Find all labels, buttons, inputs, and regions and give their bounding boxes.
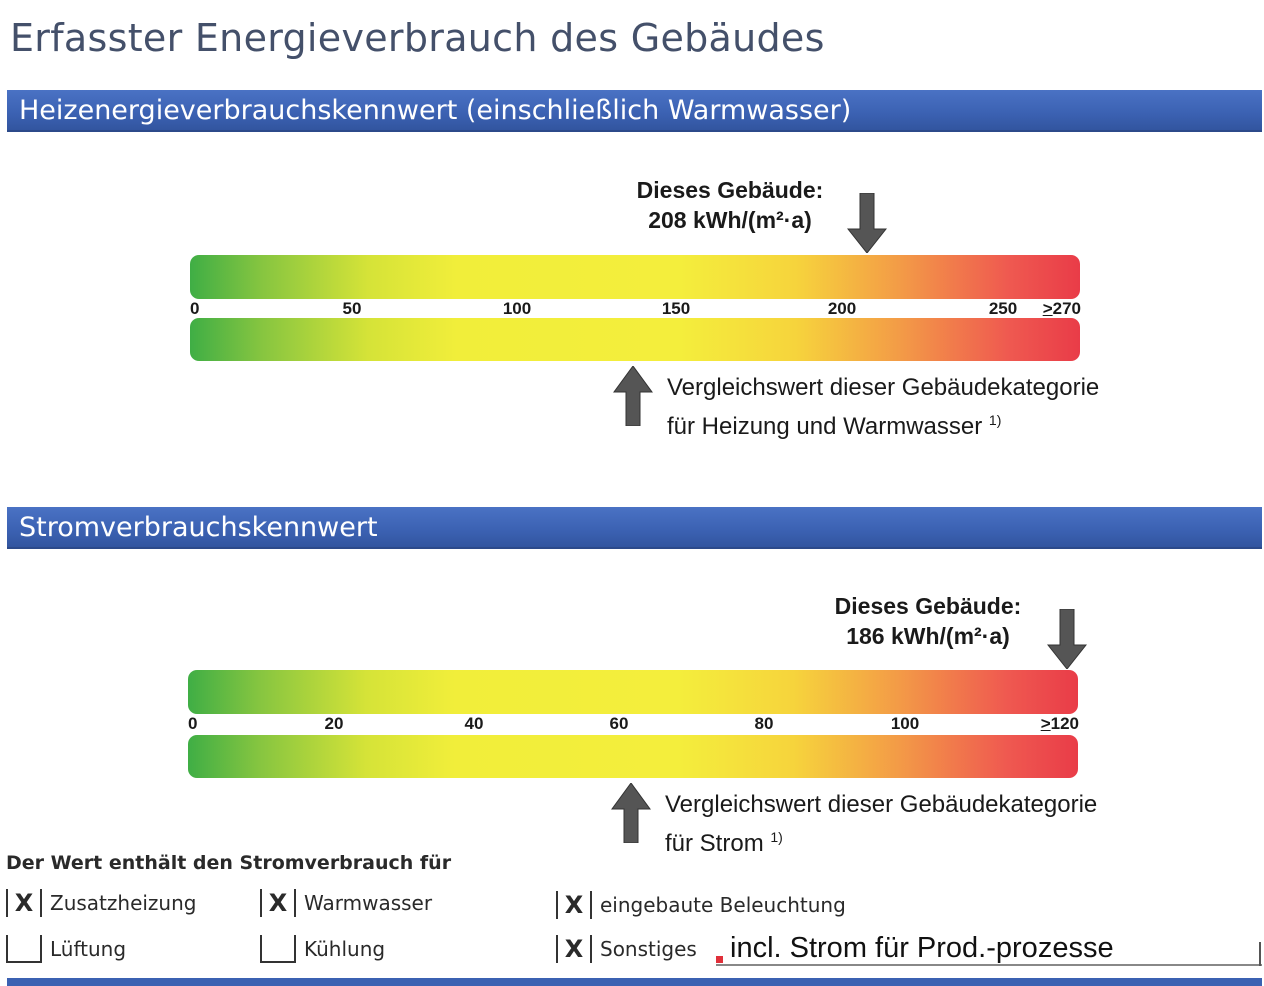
heating-footnote: 1) — [988, 412, 1002, 428]
electricity-compare-arrow-icon — [611, 783, 651, 843]
checkbox-sonstiges[interactable]: X Sonstiges — [556, 934, 697, 964]
checkbox-label: Lüftung — [50, 937, 127, 961]
includes-title: Der Wert enthält den Stromverbrauch für — [6, 852, 452, 874]
heating-scale-bar-top — [190, 255, 1080, 299]
other-text-end-mark — [1259, 942, 1261, 966]
electricity-tick-40: 40 — [464, 714, 484, 733]
next-section-header-strip — [7, 978, 1262, 986]
checkbox-lueftung[interactable]: Lüftung — [6, 934, 126, 964]
electricity-footnote: 1) — [770, 829, 783, 845]
electricity-scale-bar-bottom — [188, 735, 1078, 778]
checkbox-box[interactable]: X — [6, 889, 42, 917]
heating-compare-line2: für Heizung und Warmwasser — [667, 413, 983, 440]
checkbox-box[interactable]: X — [556, 935, 592, 963]
electricity-compare-line1: Vergleichswert dieser Gebäudekategorie — [665, 791, 1098, 818]
electricity-tick-100: 100 — [890, 714, 920, 733]
other-text-field[interactable]: incl. Strom für Prod.-prozesse — [730, 932, 1114, 964]
electricity-building-callout: Dieses Gebäude: 186 kWh/(m²·a) — [818, 591, 1038, 651]
heating-compare-line2-wrap: für Heizung und Warmwasser 1) — [667, 404, 1099, 443]
electricity-tick-0: 0 — [188, 714, 198, 733]
checkbox-zusatzheizung[interactable]: X Zusatzheizung — [6, 888, 196, 918]
electricity-building-label: Dieses Gebäude: — [834, 593, 1022, 619]
checkbox-box[interactable] — [260, 935, 296, 963]
page-title: Erfasster Energieverbrauch des Gebäudes — [10, 16, 825, 60]
checkbox-label: Sonstiges — [600, 937, 697, 961]
checkbox-label: eingebaute Beleuchtung — [600, 893, 846, 917]
heating-tick-max-value: 270 — [1052, 299, 1081, 318]
heating-compare-arrow-icon — [613, 366, 653, 426]
red-mark — [716, 956, 723, 963]
heating-compare-text: Vergleichswert dieser Gebäudekategorie f… — [667, 372, 1099, 443]
checkbox-label: Zusatzheizung — [50, 891, 197, 915]
heating-tick-250: 250 — [988, 299, 1018, 318]
heating-building-arrow-icon — [847, 193, 887, 253]
electricity-tick-max: >120 — [1041, 714, 1079, 734]
checkbox-box[interactable]: X — [556, 891, 592, 919]
electricity-tick-20: 20 — [324, 714, 344, 733]
electricity-building-arrow-icon — [1047, 609, 1087, 669]
heating-scale-bar-bottom — [190, 318, 1080, 361]
ge-symbol: > — [1040, 714, 1051, 733]
heating-section-header: Heizenergieverbrauchskennwert (einschlie… — [7, 90, 1262, 132]
checkbox-warmwasser[interactable]: X Warmwasser — [260, 888, 432, 918]
heating-tick-0: 0 — [190, 299, 200, 318]
electricity-scale-bar-top — [188, 670, 1078, 714]
electricity-building-value: 186 kWh/(m²·a) — [846, 623, 1010, 649]
heating-tick-max: >270 — [1043, 299, 1081, 319]
heating-tick-50: 50 — [342, 299, 362, 318]
electricity-tick-max-value: 120 — [1050, 714, 1079, 733]
heating-building-callout: Dieses Gebäude: 208 kWh/(m²·a) — [620, 175, 840, 235]
checkbox-box[interactable]: X — [260, 889, 296, 917]
checkbox-box[interactable] — [6, 935, 42, 963]
electricity-compare-line2-wrap: für Strom 1) — [665, 821, 1097, 860]
heating-tick-150: 150 — [661, 299, 691, 318]
checkbox-label: Kühlung — [304, 937, 386, 961]
electricity-compare-text: Vergleichswert dieser Gebäudekategorie f… — [665, 789, 1097, 860]
heating-tick-200: 200 — [827, 299, 857, 318]
other-text-underline — [716, 964, 1262, 966]
heating-building-label: Dieses Gebäude: — [636, 177, 824, 203]
heating-tick-100: 100 — [502, 299, 532, 318]
electricity-tick-60: 60 — [609, 714, 629, 733]
electricity-compare-line2: für Strom — [665, 830, 764, 857]
checkbox-eingebaute-beleuchtung[interactable]: X eingebaute Beleuchtung — [556, 890, 846, 920]
heating-building-value: 208 kWh/(m²·a) — [648, 207, 812, 233]
checkbox-kuehlung[interactable]: Kühlung — [260, 934, 385, 964]
electricity-section-header: Stromverbrauchskennwert — [7, 507, 1262, 549]
heating-compare-line1: Vergleichswert dieser Gebäudekategorie — [667, 374, 1100, 401]
electricity-tick-80: 80 — [754, 714, 774, 733]
ge-symbol: > — [1042, 299, 1053, 318]
checkbox-label: Warmwasser — [304, 891, 433, 915]
